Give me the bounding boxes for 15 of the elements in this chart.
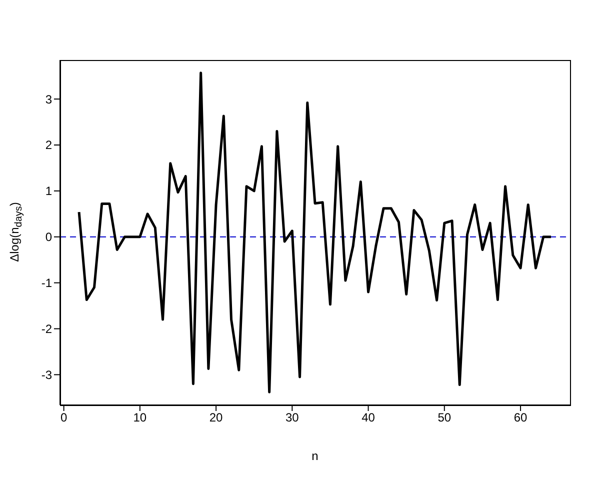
y-tick-label: 3 xyxy=(45,92,52,106)
y-tick-label: -3 xyxy=(41,368,52,382)
y-tick-label: 1 xyxy=(45,184,52,198)
y-tick-label: -1 xyxy=(41,276,52,290)
x-tick-label: 0 xyxy=(60,410,68,425)
x-tick-label: 30 xyxy=(285,410,300,425)
x-tick-label: 10 xyxy=(133,410,147,425)
x-tick-label: 60 xyxy=(514,410,528,425)
y-tick-label: 2 xyxy=(45,138,52,152)
x-axis-title: n xyxy=(312,449,318,463)
y-tick-label: 0 xyxy=(45,230,52,244)
x-tick-label: 20 xyxy=(209,410,224,425)
x-tick-label: 40 xyxy=(362,410,376,425)
y-tick-label: -2 xyxy=(41,322,52,336)
x-tick-label: 50 xyxy=(438,410,452,425)
